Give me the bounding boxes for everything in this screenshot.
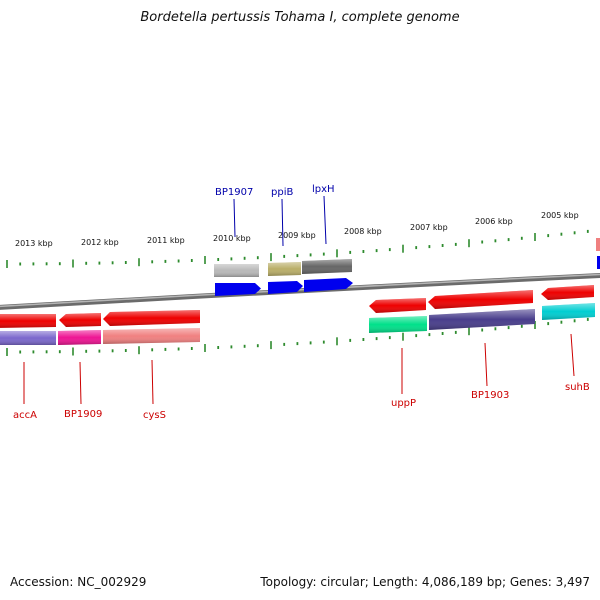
leader-lpxh — [323, 195, 327, 245]
forward-feature-track — [214, 238, 600, 277]
gene-label-bp1909[interactable]: BP1909 — [64, 409, 102, 420]
topology-text: Topology: circular; Length: 4,086,189 bp… — [260, 575, 590, 589]
scale-label-2012: 2012 kbp — [81, 238, 119, 247]
leader-ppib — [281, 198, 284, 247]
gene-label-ppib[interactable]: ppiB — [271, 187, 293, 198]
cds-partial-right[interactable] — [597, 256, 600, 269]
leader-bp1909 — [79, 361, 82, 405]
scale-label-2011: 2011 kbp — [147, 236, 185, 245]
scale-label-2005: 2005 kbp — [541, 211, 579, 220]
scale-labels: 2013 kbp 2012 kbp 2011 kbp 2010 kbp 2009… — [15, 211, 579, 248]
scale-label-2006: 2006 kbp — [475, 217, 513, 226]
gene-label-lpxh[interactable]: lpxH — [312, 184, 335, 195]
forward-label-leaders — [233, 195, 327, 247]
accession-text: Accession: NC_002929 — [10, 575, 147, 589]
forward-cds-track — [215, 256, 600, 296]
cds-lpxh[interactable] — [304, 278, 353, 292]
genome-backbone — [0, 272, 600, 310]
gene-label-uppp[interactable]: uppP — [391, 398, 416, 409]
scale-label-2008: 2008 kbp — [344, 227, 382, 236]
gene-label-acca[interactable]: accA — [13, 410, 37, 421]
leader-cyss — [151, 359, 154, 405]
reverse-label-leaders — [23, 333, 575, 405]
scale-ticks-bottom — [6, 317, 589, 356]
gene-label-bp1907[interactable]: BP1907 — [215, 187, 253, 198]
scale-ticks-top — [6, 229, 589, 268]
leader-suhb — [570, 333, 575, 377]
gene-labels: BP1907 ppiB lpxH accA BP1909 cysS uppP B… — [13, 184, 590, 421]
reverse-cds-track — [0, 285, 594, 328]
leader-bp1907 — [233, 198, 236, 238]
leader-bp1903 — [484, 342, 488, 387]
gene-label-bp1903[interactable]: BP1903 — [471, 390, 509, 401]
map-title: Bordetella pertussis Tohama I, complete … — [140, 10, 460, 25]
scale-label-2007: 2007 kbp — [410, 223, 448, 232]
scale-label-2009: 2009 kbp — [278, 231, 316, 240]
scale-label-2010: 2010 kbp — [213, 234, 251, 243]
reverse-feature-track — [0, 303, 595, 345]
scale-label-2013: 2013 kbp — [15, 239, 53, 248]
cds-ppib[interactable] — [268, 281, 303, 294]
cds-bp1907[interactable] — [215, 283, 261, 296]
gene-label-cyss[interactable]: cysS — [143, 410, 166, 421]
gene-label-suhb[interactable]: suhB — [565, 382, 590, 393]
genome-backbone-highlight — [0, 273, 600, 308]
feature-partial-right[interactable] — [596, 238, 600, 251]
